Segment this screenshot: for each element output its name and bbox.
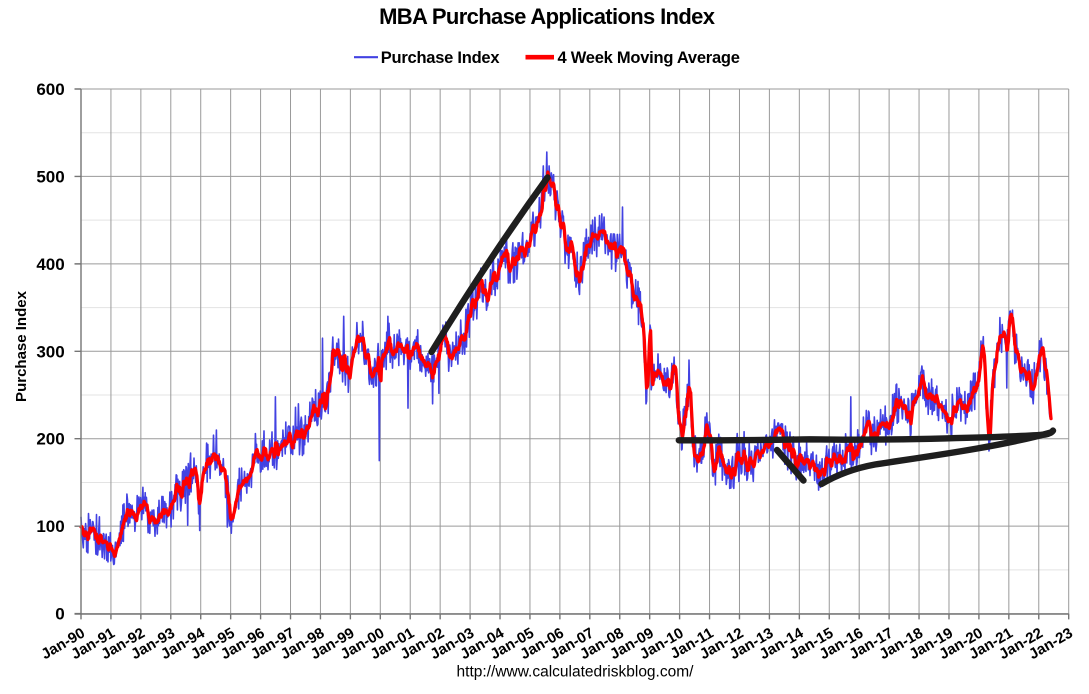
svg-text:Purchase Index: Purchase Index [381, 49, 501, 67]
svg-text:100: 100 [36, 517, 64, 536]
svg-text:500: 500 [36, 167, 64, 186]
svg-text:Purchase Index: Purchase Index [13, 290, 30, 402]
svg-text:200: 200 [36, 430, 64, 449]
svg-text:http://www.calculatedriskblog.: http://www.calculatedriskblog.com/ [457, 664, 695, 681]
svg-text:0: 0 [55, 605, 64, 624]
svg-text:400: 400 [36, 255, 64, 274]
svg-text:4 Week Moving Average: 4 Week Moving Average [558, 49, 740, 67]
svg-text:MBA Purchase Applications Inde: MBA Purchase Applications Index [379, 4, 716, 29]
svg-text:600: 600 [36, 80, 64, 99]
svg-text:300: 300 [36, 342, 64, 361]
